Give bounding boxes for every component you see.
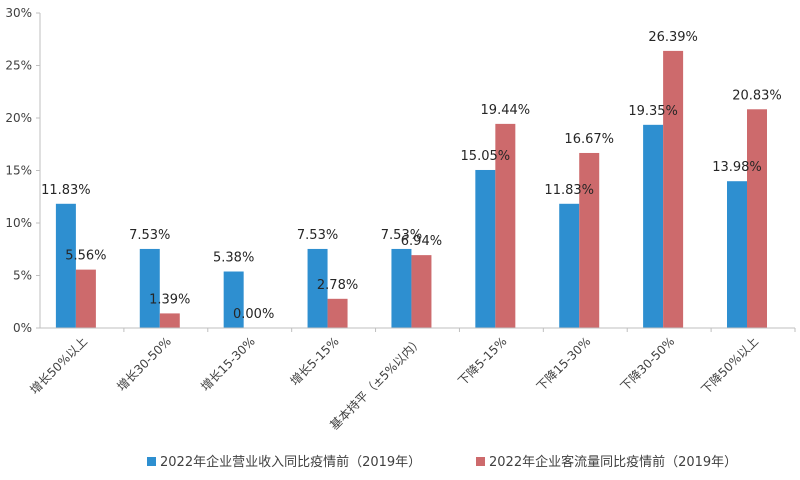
data-label-revenue: 13.98%	[712, 160, 762, 175]
data-label-traffic: 6.94%	[401, 234, 442, 249]
bar-traffic	[495, 123, 516, 328]
x-tick-label: 下降30-50%	[618, 334, 678, 394]
bars	[55, 50, 767, 328]
bar-traffic	[75, 269, 96, 328]
data-label-traffic: 19.44%	[481, 103, 531, 118]
data-label-revenue: 15.05%	[461, 149, 511, 164]
x-tick-label: 基本持平（±5%以内）	[327, 334, 426, 433]
bar-traffic	[579, 152, 600, 328]
data-label-traffic: 5.56%	[65, 249, 106, 264]
bar-revenue	[475, 169, 496, 328]
y-tick-label: 20%	[5, 111, 32, 125]
bar-revenue	[727, 181, 747, 328]
x-tick-label: 下降15-30%	[534, 334, 594, 394]
data-label-revenue: 7.53%	[129, 228, 170, 243]
data-label-revenue: 11.83%	[41, 183, 91, 198]
y-tick-label: 30%	[5, 6, 32, 20]
bar-revenue	[307, 248, 328, 328]
data-label-traffic: 1.39%	[149, 292, 190, 307]
bar-traffic	[159, 313, 180, 328]
y-tick-label: 10%	[5, 216, 32, 230]
bar-traffic	[327, 298, 348, 328]
x-tick-label: 增长15-30%	[198, 334, 258, 394]
legend-swatch-traffic	[476, 457, 485, 466]
y-tick-label: 5%	[13, 269, 32, 283]
legend-label-traffic: 2022年企业客流量同比疫情前（2019年）	[489, 454, 737, 470]
x-tick-label: 下降50%以上	[698, 334, 761, 397]
x-axis: 增长50%以上 增长30-50% 增长15-30% 增长5-15%基本持平（±5%以内…	[27, 327, 796, 433]
data-label-revenue: 19.35%	[628, 104, 678, 119]
y-axis: 0% 5% 10% 15% 20% 25% 30%	[5, 6, 41, 335]
legend-swatch-revenue	[147, 457, 156, 466]
legend-label-revenue: 2022年企业营业收入同比疫情前（2019年）	[160, 454, 421, 470]
bar-revenue	[55, 203, 76, 328]
x-tick-label: 下降5-15%	[455, 334, 509, 388]
x-tick-label: 增长30-50%	[114, 334, 174, 394]
bar-traffic	[411, 255, 432, 328]
y-tick-label: 15%	[5, 164, 32, 178]
legend: 2022年企业营业收入同比疫情前（2019年） 2022年企业客流量同比疫情前（…	[147, 454, 737, 470]
data-label-revenue: 5.38%	[213, 251, 254, 266]
data-label-revenue: 7.53%	[381, 228, 422, 243]
data-label-traffic: 26.39%	[648, 30, 698, 45]
data-labels: 11.83% 5.56% 7.53% 1.39% 5.38% 0.00% 7.53% 2.78…	[41, 30, 782, 322]
bar-revenue	[139, 248, 160, 328]
data-label-traffic: 0.00%	[233, 307, 274, 322]
data-label-traffic: 2.78%	[317, 278, 358, 293]
y-tick-label: 0%	[13, 321, 32, 335]
y-tick-label: 25%	[5, 59, 32, 73]
bar-traffic	[747, 109, 767, 328]
bar-revenue	[391, 248, 412, 328]
x-tick-label: 增长5-15%	[288, 334, 342, 388]
data-label-traffic: 16.67%	[564, 132, 614, 147]
bar-revenue	[223, 271, 244, 328]
data-label-revenue: 7.53%	[297, 228, 338, 243]
bar-revenue	[643, 124, 664, 328]
data-label-traffic: 20.83%	[732, 88, 782, 103]
x-tick-label: 增长50%以上	[27, 334, 90, 397]
bar-revenue	[559, 203, 580, 328]
bar-traffic	[663, 50, 684, 328]
data-label-revenue: 11.83%	[544, 183, 594, 198]
